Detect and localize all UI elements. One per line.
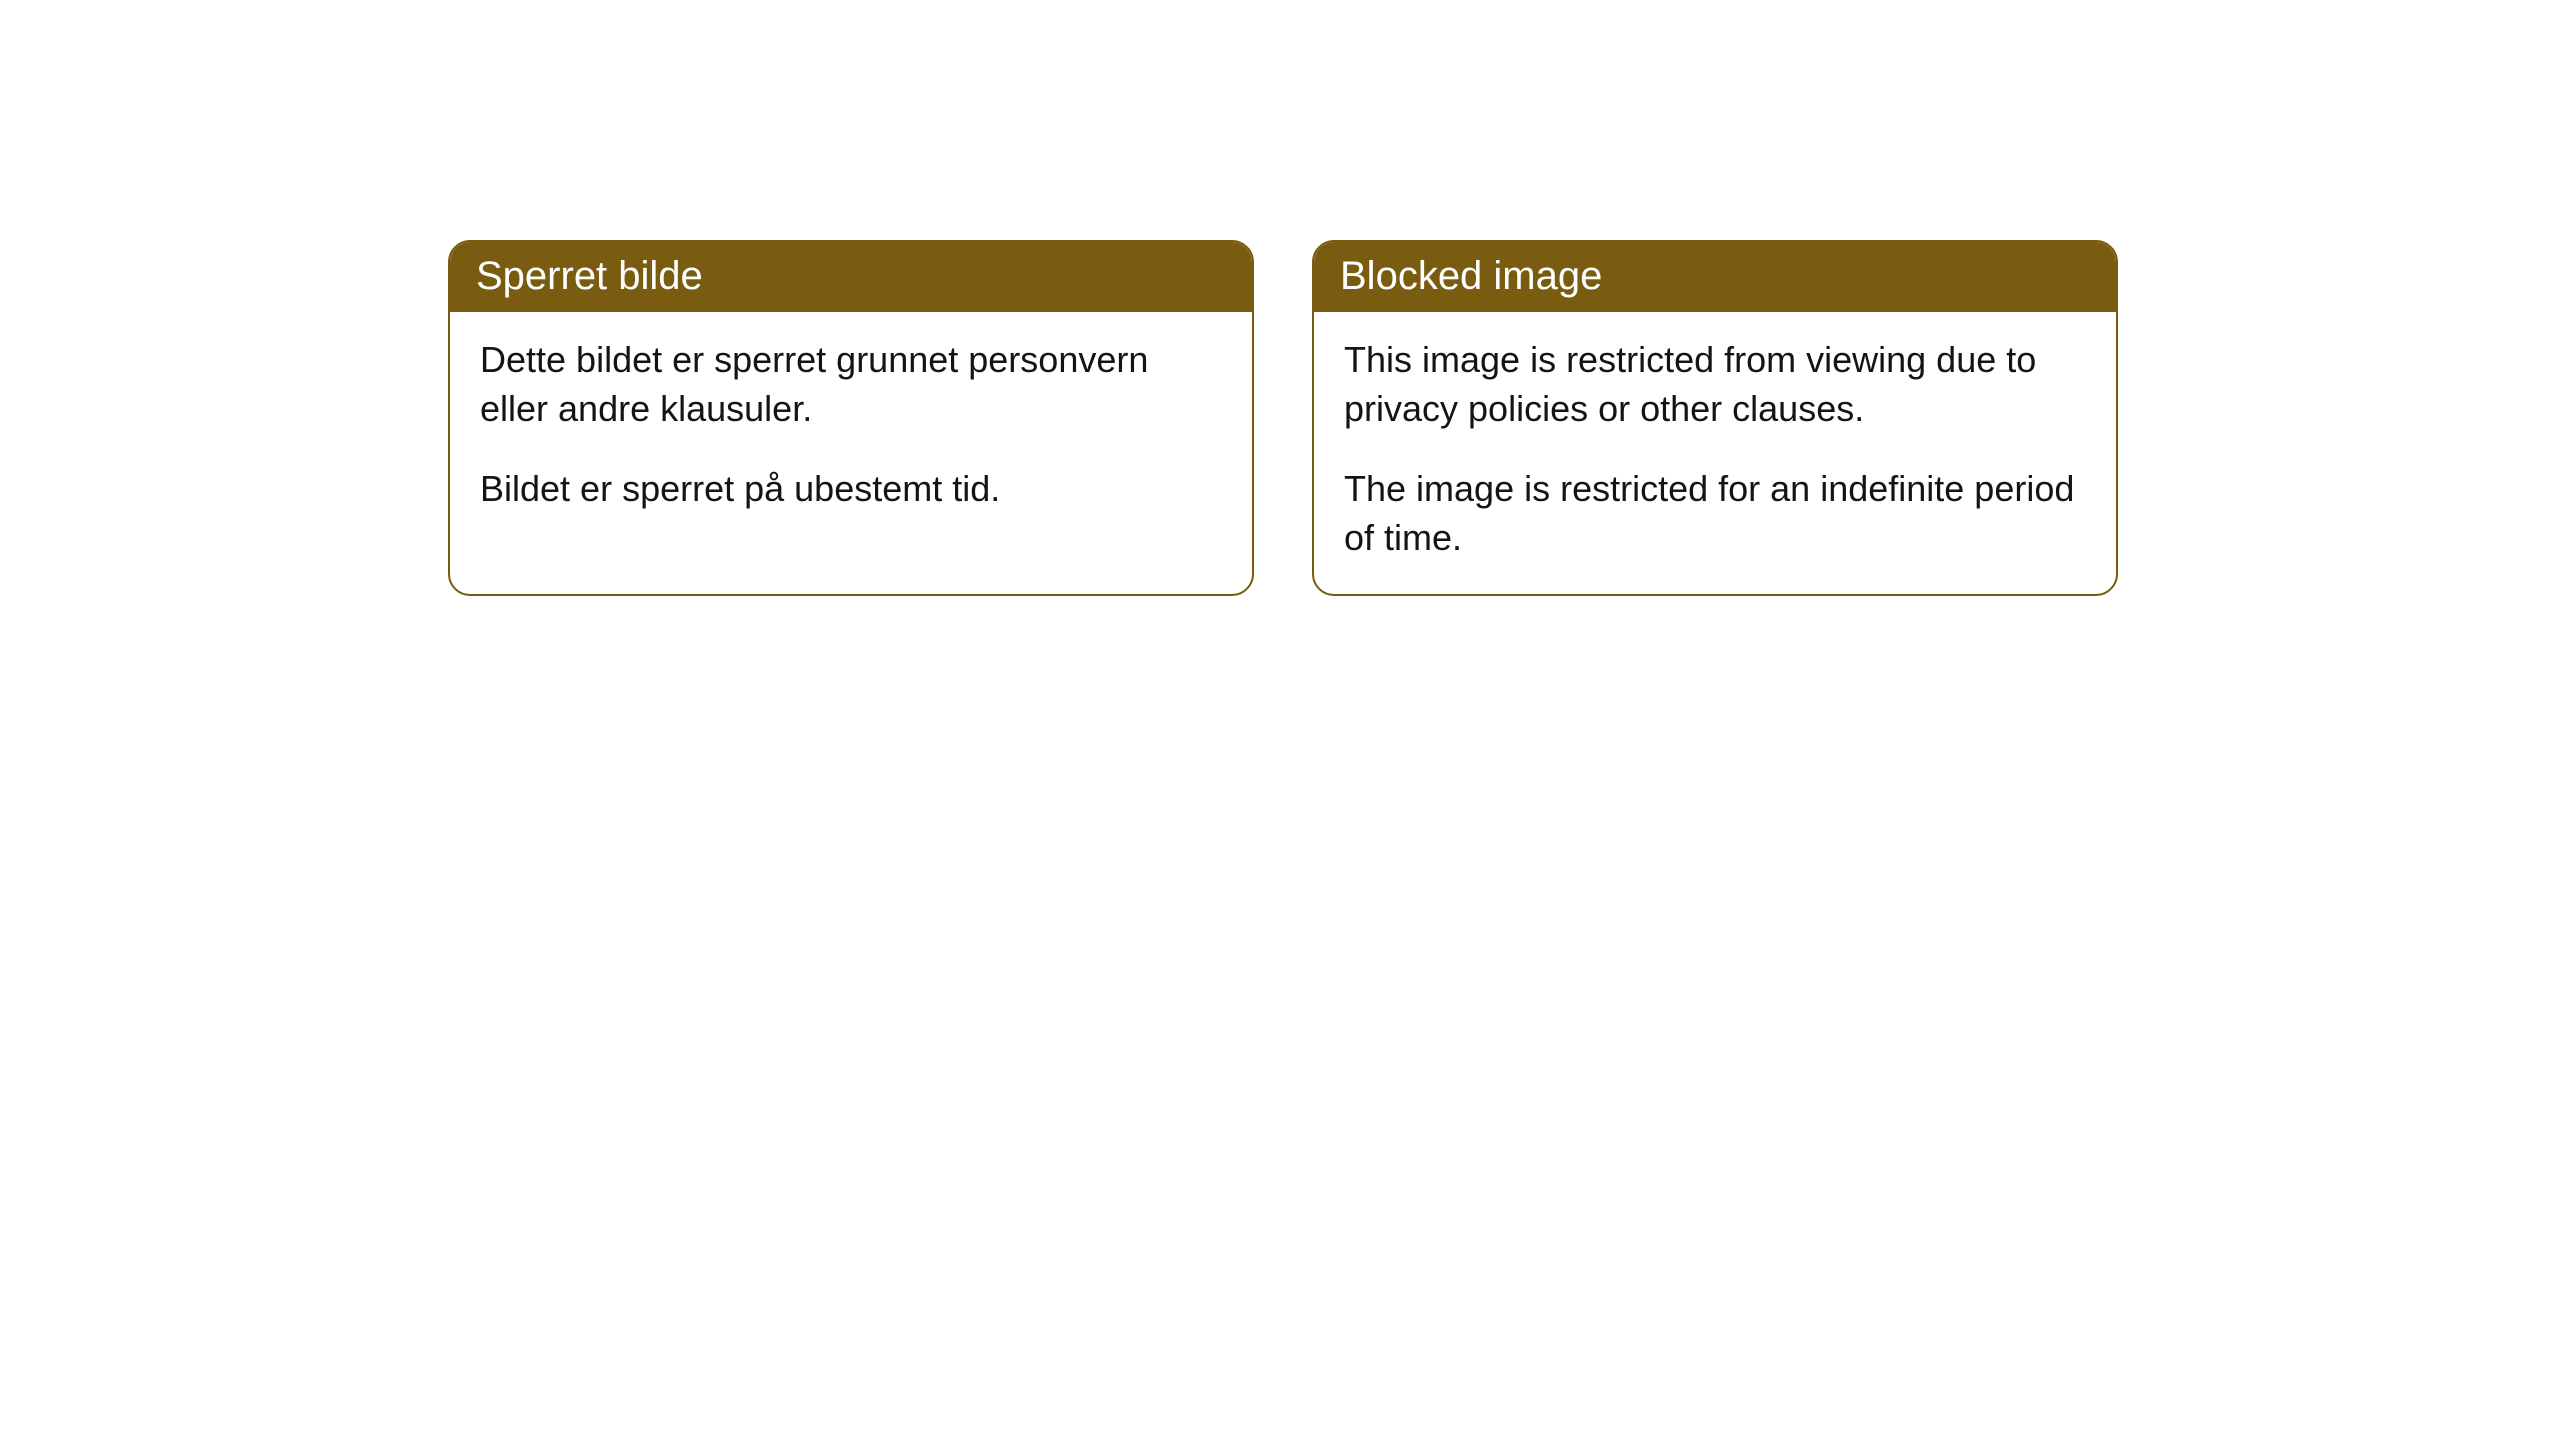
card-paragraph: Bildet er sperret på ubestemt tid.	[480, 465, 1222, 514]
card-body: This image is restricted from viewing du…	[1314, 312, 2116, 594]
card-paragraph: Dette bildet er sperret grunnet personve…	[480, 336, 1222, 433]
card-title: Blocked image	[1314, 242, 2116, 312]
notice-cards-container: Sperret bilde Dette bildet er sperret gr…	[0, 0, 2560, 596]
blocked-image-card-norwegian: Sperret bilde Dette bildet er sperret gr…	[448, 240, 1254, 596]
blocked-image-card-english: Blocked image This image is restricted f…	[1312, 240, 2118, 596]
card-paragraph: This image is restricted from viewing du…	[1344, 336, 2086, 433]
card-body: Dette bildet er sperret grunnet personve…	[450, 312, 1252, 546]
card-title: Sperret bilde	[450, 242, 1252, 312]
card-paragraph: The image is restricted for an indefinit…	[1344, 465, 2086, 562]
